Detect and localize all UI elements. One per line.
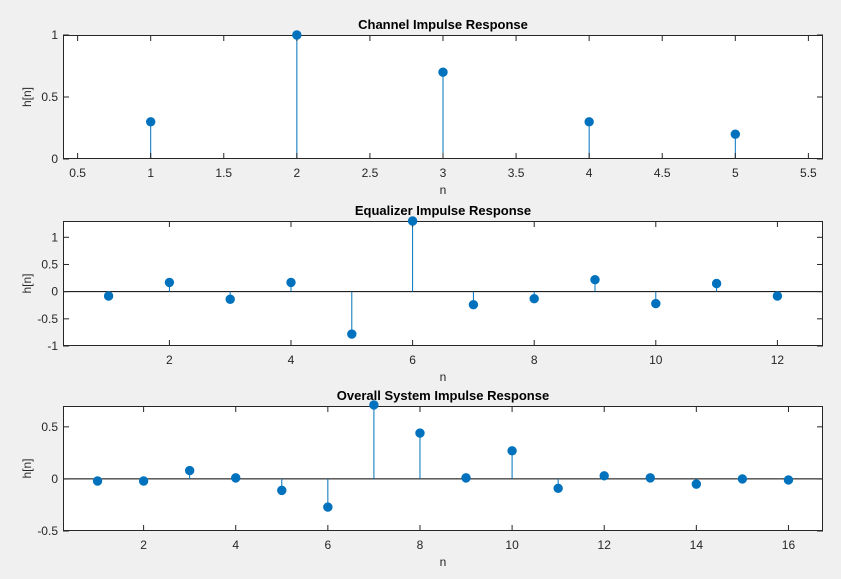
stem-marker <box>323 502 333 512</box>
stem-marker <box>415 428 425 438</box>
x-tick-label: 8 <box>531 353 538 367</box>
y-axis-label: h[n] <box>20 87 34 107</box>
chart-title: Overall System Impulse Response <box>337 388 549 403</box>
stem-marker <box>138 476 149 486</box>
y-tick-label: 0.5 <box>41 420 58 434</box>
stem-marker <box>231 473 241 483</box>
x-tick-label: 5 <box>732 166 739 180</box>
stem-marker <box>407 216 418 226</box>
stem-marker <box>507 446 517 456</box>
stem-marker <box>103 291 114 301</box>
stem-marker <box>553 483 563 493</box>
stem-marker <box>145 117 156 127</box>
stem-marker <box>590 274 600 285</box>
x-tick-label: 4 <box>586 166 593 180</box>
y-tick-label: -0.5 <box>37 312 58 326</box>
y-tick-label: -1 <box>47 339 58 353</box>
x-tick-label: 10 <box>505 538 519 552</box>
stem-marker <box>438 67 448 77</box>
stem-marker <box>225 294 235 304</box>
x-tick-label: 4.5 <box>654 166 671 180</box>
y-axis-label: h[n] <box>20 458 34 478</box>
axes-border <box>63 406 823 531</box>
stem-marker <box>164 277 175 288</box>
x-tick-label: 3 <box>440 166 447 180</box>
subplot-2: 2 4 6 8 10 12 -1 -0.5 0 0.5 1 Equalizer Impulse Res… <box>20 203 823 384</box>
x-axis-label: n <box>440 555 447 569</box>
stem-marker <box>277 485 287 496</box>
x-tick-label: 2 <box>166 353 173 367</box>
stem-marker <box>730 129 741 139</box>
stem-marker <box>461 473 471 483</box>
x-tick-label: 1.5 <box>215 166 232 180</box>
chart-title: Equalizer Impulse Response <box>355 203 531 218</box>
stem-marker <box>584 117 594 127</box>
y-tick-label: 0 <box>51 472 58 486</box>
x-tick-label: 2 <box>294 166 301 180</box>
x-axis-label: n <box>440 370 447 384</box>
stem-marker <box>369 400 379 410</box>
x-tick-label: 4 <box>288 353 295 367</box>
y-tick-label: 1 <box>51 230 58 244</box>
x-tick-label: 3.5 <box>508 166 525 180</box>
x-tick-label: 2 <box>140 538 147 552</box>
stem-marker <box>184 465 195 476</box>
y-axis-label: h[n] <box>20 273 34 293</box>
stem-marker <box>772 291 783 301</box>
stem-marker <box>468 299 479 310</box>
stem-marker <box>347 329 357 339</box>
y-tick-label: 0.5 <box>41 90 58 104</box>
stem-marker <box>599 471 609 481</box>
axes-border <box>63 221 823 346</box>
x-tick-label: 16 <box>782 538 796 552</box>
stem-marker <box>711 278 722 289</box>
subplot-3: 2 4 6 8 10 12 14 16 -0.5 0 0.5 Overall System Impul… <box>20 388 823 569</box>
x-axis-label: n <box>440 183 447 197</box>
stem-marker <box>783 475 794 485</box>
x-tick-label: 6 <box>409 353 416 367</box>
x-tick-label: 1 <box>147 166 154 180</box>
stem-marker <box>691 479 702 489</box>
x-tick-label: 5.5 <box>800 166 817 180</box>
x-tick-label: 0.5 <box>69 166 86 180</box>
stem-marker <box>292 30 302 40</box>
x-tick-label: 10 <box>649 353 663 367</box>
stem-marker <box>737 474 748 484</box>
y-tick-label: 0 <box>51 152 58 166</box>
x-tick-label: 8 <box>417 538 424 552</box>
x-tick-label: 12 <box>598 538 612 552</box>
y-tick-label: 0 <box>51 285 58 299</box>
subplot-1: 0.5 1 1.5 2 2.5 3 3.5 4 4.5 5 5.5 0 0.5 1 Channel Impu… <box>20 17 823 197</box>
x-tick-label: 12 <box>771 353 785 367</box>
stem-marker <box>286 277 296 288</box>
stem-marker <box>651 298 661 309</box>
chart-title: Channel Impulse Response <box>358 17 528 32</box>
x-tick-label: 2.5 <box>362 166 379 180</box>
y-tick-label: 1 <box>51 28 58 42</box>
axes-background <box>63 406 823 531</box>
stem-marker <box>529 294 539 304</box>
y-tick-label: 0.5 <box>41 257 58 271</box>
stem-marker <box>92 476 103 486</box>
axes-background <box>63 221 823 346</box>
y-tick-label: -0.5 <box>37 524 58 538</box>
x-tick-label: 6 <box>325 538 332 552</box>
x-tick-label: 4 <box>232 538 239 552</box>
x-tick-label: 14 <box>690 538 704 552</box>
stem-marker <box>645 473 655 483</box>
